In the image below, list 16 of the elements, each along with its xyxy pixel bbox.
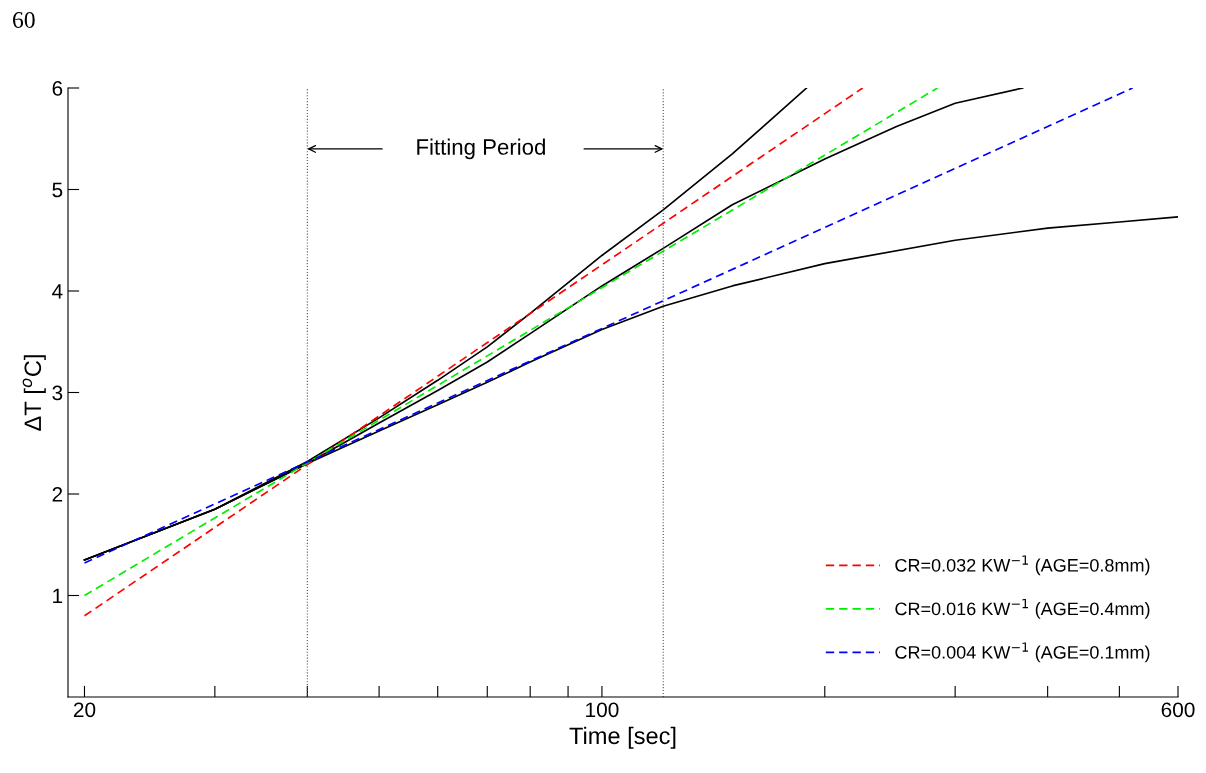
legend-label: CR=0.032 KW$^{−1}$ (AGE=0.8mm) — [895, 555, 1150, 576]
y-tick-label: 5 — [52, 182, 63, 198]
y-tick-label: 2 — [52, 487, 63, 502]
annotation: Fitting Period — [417, 138, 545, 160]
x-tick-label: 600 — [1161, 702, 1195, 718]
legend-label: CR=0.004 KW$^{−1}$ (AGE=0.1mm) — [895, 642, 1150, 663]
y-tick-label: 4 — [52, 284, 63, 299]
text: 60 — [13, 11, 35, 28]
y-tick-label: 6 — [52, 81, 63, 96]
x-axis-title: Time [sec] — [569, 726, 676, 749]
y-axis-title: ΔT [$^{o}$C] — [22, 355, 46, 431]
y-tick-label: 1 — [53, 588, 63, 604]
y-tick-label: 3 — [52, 385, 63, 401]
x-tick-label: 20 — [73, 702, 96, 718]
x-tick-label: 100 — [586, 702, 619, 718]
legend-label: CR=0.016 KW$^{−1}$ (AGE=0.4mm) — [895, 598, 1150, 619]
